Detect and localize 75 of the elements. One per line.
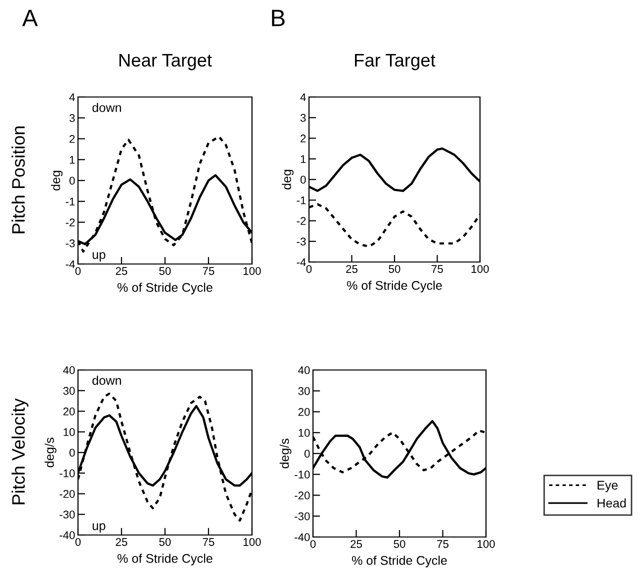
y-axis-title: deg [282,170,294,190]
y-tick-label: -1 [296,196,306,204]
legend-label: Eye [598,480,618,492]
y-tick-label: 30 [63,386,75,395]
x-tick-label: 75 [432,265,443,273]
y-tick-label: -30 [294,512,310,520]
x-axis-title: % of Stride Cycle [118,554,212,566]
x-tick-label: 100 [478,540,495,548]
y-tick-label: -3 [66,239,75,248]
y-tick-label: 40 [298,366,310,374]
text: Pitch Position [12,126,25,234]
y-tick-label: -40 [60,531,75,540]
chart-title: Near Target [119,54,212,70]
text: Pitch Velocity [12,398,28,504]
y-tick-label: 0 [69,176,75,185]
y-tick-label: 2 [300,134,306,142]
legend-label: Head [598,498,626,508]
x-tick-label: 0 [75,267,81,275]
annotation: up [92,523,106,533]
y-tick-label: 0 [300,176,306,184]
x-tick-label: 100 [244,538,261,546]
y-tick-label: 4 [300,93,306,102]
annotation: down [92,376,121,385]
x-tick-label: 50 [159,538,171,546]
x-tick-label: 75 [437,540,448,548]
y-tick-label: 0 [304,450,310,458]
x-tick-label: 100 [244,267,261,275]
y-axis-title: deg [50,170,63,190]
x-tick-label: 50 [388,265,400,273]
y-tick-label: -40 [294,533,310,542]
y-axis-title: deg/s [280,438,292,468]
y-tick-label: -4 [66,260,75,268]
y-tick-label: 10 [298,428,310,437]
y-tick-label: 1 [300,155,306,163]
y-tick-label: 40 [63,366,75,374]
x-tick-label: 25 [350,540,362,548]
annotation: up [92,252,106,262]
x-tick-label: 0 [310,540,316,548]
x-axis-title: % of Stride Cycle [118,282,212,294]
y-tick-label: -3 [296,238,306,246]
y-tick-label: -2 [296,217,306,225]
x-tick-label: 75 [202,538,214,546]
y-tick-label: -4 [296,258,306,266]
x-tick-label: 25 [116,267,128,275]
x-tick-label: 50 [159,267,171,275]
y-tick-label: -20 [60,490,75,498]
y-tick-label: -10 [60,469,75,478]
y-tick-label: 3 [300,114,306,122]
y-tick-label: 10 [64,428,75,436]
x-tick-label: 25 [346,265,358,273]
y-axis-title: deg/s [44,438,56,468]
x-tick-label: 100 [472,265,489,273]
x-tick-label: 50 [394,540,406,548]
text: B [272,10,285,26]
y-tick-label: 3 [69,114,75,122]
chart-title: Far Target [355,54,436,70]
text: A [22,10,38,26]
y-tick-label: -2 [66,218,75,226]
y-tick-label: -10 [294,470,310,479]
y-tick-label: 30 [298,387,310,396]
x-axis-title: % of Stride Cycle [347,280,442,292]
x-tick-label: 75 [202,267,214,275]
x-tick-label: 25 [116,538,128,546]
annotation: down [92,102,121,112]
y-tick-label: -20 [294,492,310,500]
y-tick-label: 4 [69,93,75,102]
y-tick-label: 1 [70,156,75,164]
x-tick-label: 0 [75,538,81,546]
y-tick-label: -1 [66,198,75,206]
y-tick-label: -30 [60,510,75,519]
x-axis-title: % of Stride Cycle [352,556,447,568]
y-tick-label: 0 [69,448,75,457]
y-tick-label: 20 [63,408,75,416]
y-tick-label: 2 [70,135,75,143]
y-tick-label: 20 [298,408,310,416]
